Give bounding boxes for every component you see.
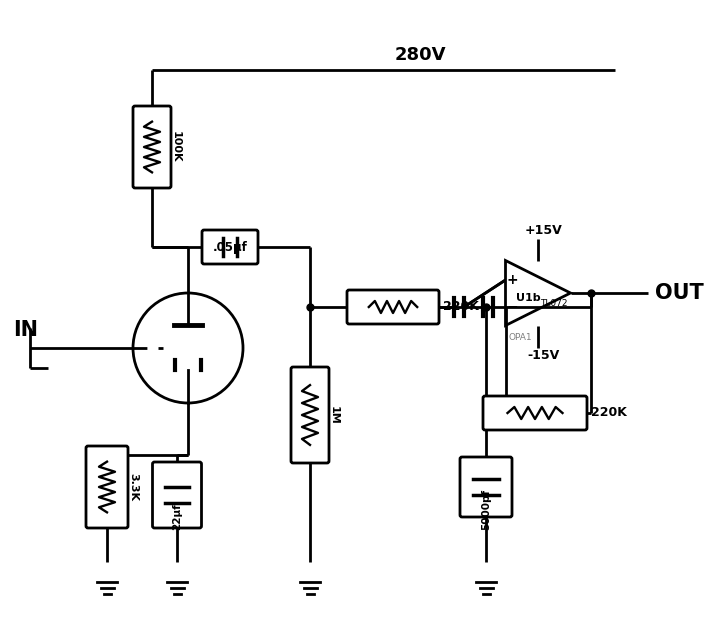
FancyBboxPatch shape <box>86 446 128 528</box>
Text: 22μf: 22μf <box>172 504 182 530</box>
Text: OUT: OUT <box>655 283 703 303</box>
FancyBboxPatch shape <box>202 230 258 264</box>
Text: 280V: 280V <box>394 46 446 64</box>
Text: -15V: -15V <box>527 349 559 362</box>
FancyBboxPatch shape <box>460 457 512 517</box>
Text: IN: IN <box>13 320 38 340</box>
FancyBboxPatch shape <box>483 396 587 430</box>
Text: 5000pf: 5000pf <box>481 488 491 530</box>
FancyBboxPatch shape <box>347 290 439 324</box>
Text: 220K: 220K <box>591 406 627 420</box>
Text: 220K: 220K <box>443 300 479 314</box>
Text: TL072: TL072 <box>540 300 568 309</box>
FancyBboxPatch shape <box>291 367 329 463</box>
Text: OPA1: OPA1 <box>508 333 532 342</box>
Text: −: − <box>507 299 518 313</box>
Text: U1b: U1b <box>515 293 540 303</box>
Text: +15V: +15V <box>524 224 562 237</box>
Text: 1M: 1M <box>329 406 339 424</box>
Text: .05μf: .05μf <box>213 241 248 253</box>
Text: 3.3K: 3.3K <box>128 473 138 501</box>
FancyBboxPatch shape <box>152 462 202 528</box>
FancyBboxPatch shape <box>133 106 171 188</box>
Text: +: + <box>507 273 518 287</box>
Text: 100K: 100K <box>171 131 181 163</box>
